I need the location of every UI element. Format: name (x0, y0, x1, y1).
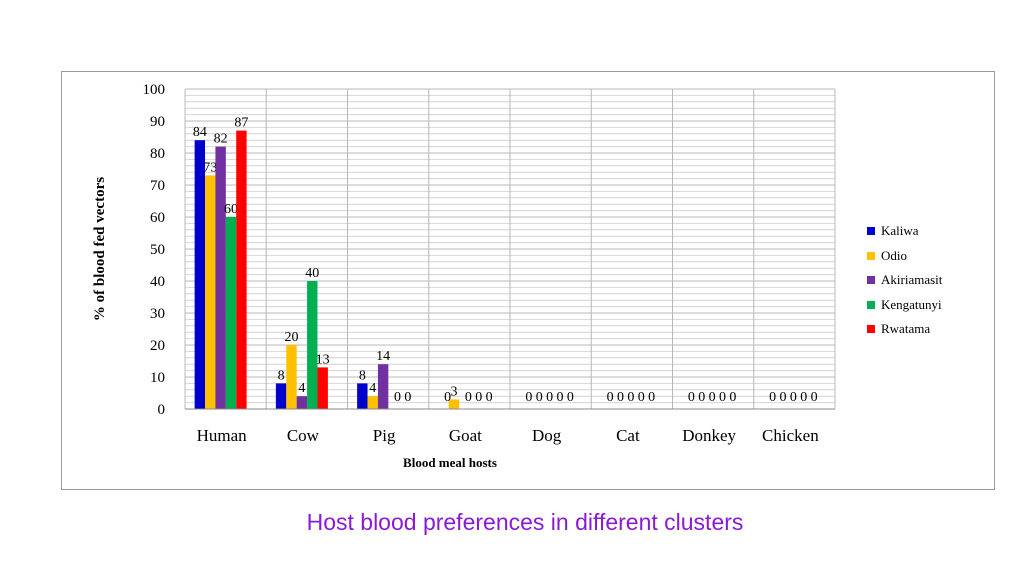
y-tick-label: 20 (150, 338, 165, 354)
data-label: 20 (284, 330, 298, 345)
legend-item: Kaliwa (867, 219, 987, 244)
x-tick-label: Goat (449, 426, 482, 445)
data-label-zero: 0 (525, 390, 532, 405)
data-label: 40 (305, 266, 319, 281)
data-label-zero: 0 (394, 390, 401, 405)
x-tick-label: Pig (373, 426, 396, 445)
legend-item: Akiriamasit (867, 268, 987, 293)
data-label-zero: 0 (648, 390, 655, 405)
data-label-zero: 0 (444, 390, 451, 405)
x-tick-label: Human (197, 426, 248, 445)
y-axis-label: % of blood fed vectors (92, 177, 108, 321)
data-label-zero: 0 (546, 390, 553, 405)
data-label-zero: 0 (800, 390, 807, 405)
y-tick-label: 40 (150, 274, 165, 290)
legend-item: Odio (867, 244, 987, 269)
bar (236, 130, 247, 409)
bar (296, 396, 308, 409)
data-label-zero: 0 (698, 390, 705, 405)
legend-label: Kengatunyi (881, 296, 942, 312)
x-tick-label: Cat (616, 426, 640, 445)
bar (205, 175, 216, 409)
x-axis-label: Blood meal hosts (403, 455, 497, 470)
data-label-zero: 0 (557, 390, 564, 405)
data-label-zero: 0 (607, 390, 614, 405)
legend-swatch (867, 300, 875, 309)
bar (225, 217, 237, 409)
data-label: 8 (359, 368, 366, 383)
bar (357, 383, 368, 409)
y-tick-label: 30 (150, 306, 165, 322)
data-label-zero: 0 (638, 390, 645, 405)
data-label: 3 (450, 384, 457, 399)
x-tick-label: Chicken (762, 426, 819, 445)
legend-swatch (867, 325, 875, 334)
bar (377, 364, 389, 409)
data-label-zero: 0 (688, 390, 695, 405)
bar (448, 399, 460, 409)
bar (275, 383, 287, 409)
bar (194, 140, 206, 409)
data-label-zero: 0 (811, 390, 818, 405)
data-label-zero: 0 (769, 390, 776, 405)
data-label-zero: 0 (779, 390, 786, 405)
data-label: 60 (224, 202, 238, 217)
x-tick-label: Cow (287, 426, 320, 445)
data-label: 8 (278, 368, 285, 383)
legend-swatch (867, 276, 875, 285)
y-tick-label: 70 (150, 178, 165, 194)
data-label-zero: 0 (617, 390, 624, 405)
data-label: 4 (369, 381, 376, 396)
data-label-zero: 0 (729, 390, 736, 405)
data-label: 4 (298, 381, 305, 396)
bar (317, 367, 328, 409)
data-label: 73 (203, 160, 217, 175)
data-label-zero: 0 (486, 390, 493, 405)
data-label-zero: 0 (567, 390, 574, 405)
x-tick-label: Donkey (682, 426, 736, 445)
y-tick-label: 0 (158, 402, 166, 418)
y-tick-label: 100 (143, 82, 166, 98)
y-tick-label: 80 (150, 146, 165, 162)
bar (215, 146, 226, 409)
data-label-zero: 0 (709, 390, 716, 405)
data-label-zero: 0 (719, 390, 726, 405)
y-tick-label: 50 (150, 242, 165, 258)
bar (307, 281, 318, 409)
page-caption: Host blood preferences in different clus… (306, 509, 744, 535)
data-label: 14 (376, 349, 390, 364)
data-label: 82 (214, 132, 228, 147)
legend-label: Kaliwa (881, 223, 919, 239)
legend-label: Odio (881, 247, 907, 263)
data-label-zero: 0 (404, 390, 411, 405)
data-label-zero: 0 (536, 390, 543, 405)
y-tick-label: 10 (150, 370, 165, 386)
bar (367, 396, 378, 409)
legend-item: Kengatunyi (867, 293, 987, 318)
data-label-zero: 0 (465, 390, 472, 405)
chart-legend: Kaliwa Odio Akiriamasit Kengatunyi Rwatama (867, 219, 987, 342)
legend-swatch (867, 227, 875, 236)
legend-label: Rwatama (881, 321, 931, 337)
data-label: 87 (234, 116, 248, 131)
legend-item: Rwatama (867, 317, 987, 342)
data-label-zero: 0 (627, 390, 634, 405)
data-label-zero: 0 (475, 390, 482, 405)
chart-frame: 0 10 20 30 40 50 60 70 80 90 100% of blood fed vec… (61, 71, 995, 490)
bar (286, 345, 297, 409)
data-label: 13 (316, 352, 330, 367)
y-tick-label: 90 (150, 114, 165, 130)
legend-label: Akiriamasit (881, 272, 943, 288)
y-tick-label: 60 (150, 210, 165, 226)
data-label: 84 (193, 125, 207, 140)
data-label-zero: 0 (790, 390, 797, 405)
legend-swatch (867, 251, 875, 260)
x-tick-label: Dog (532, 426, 562, 445)
